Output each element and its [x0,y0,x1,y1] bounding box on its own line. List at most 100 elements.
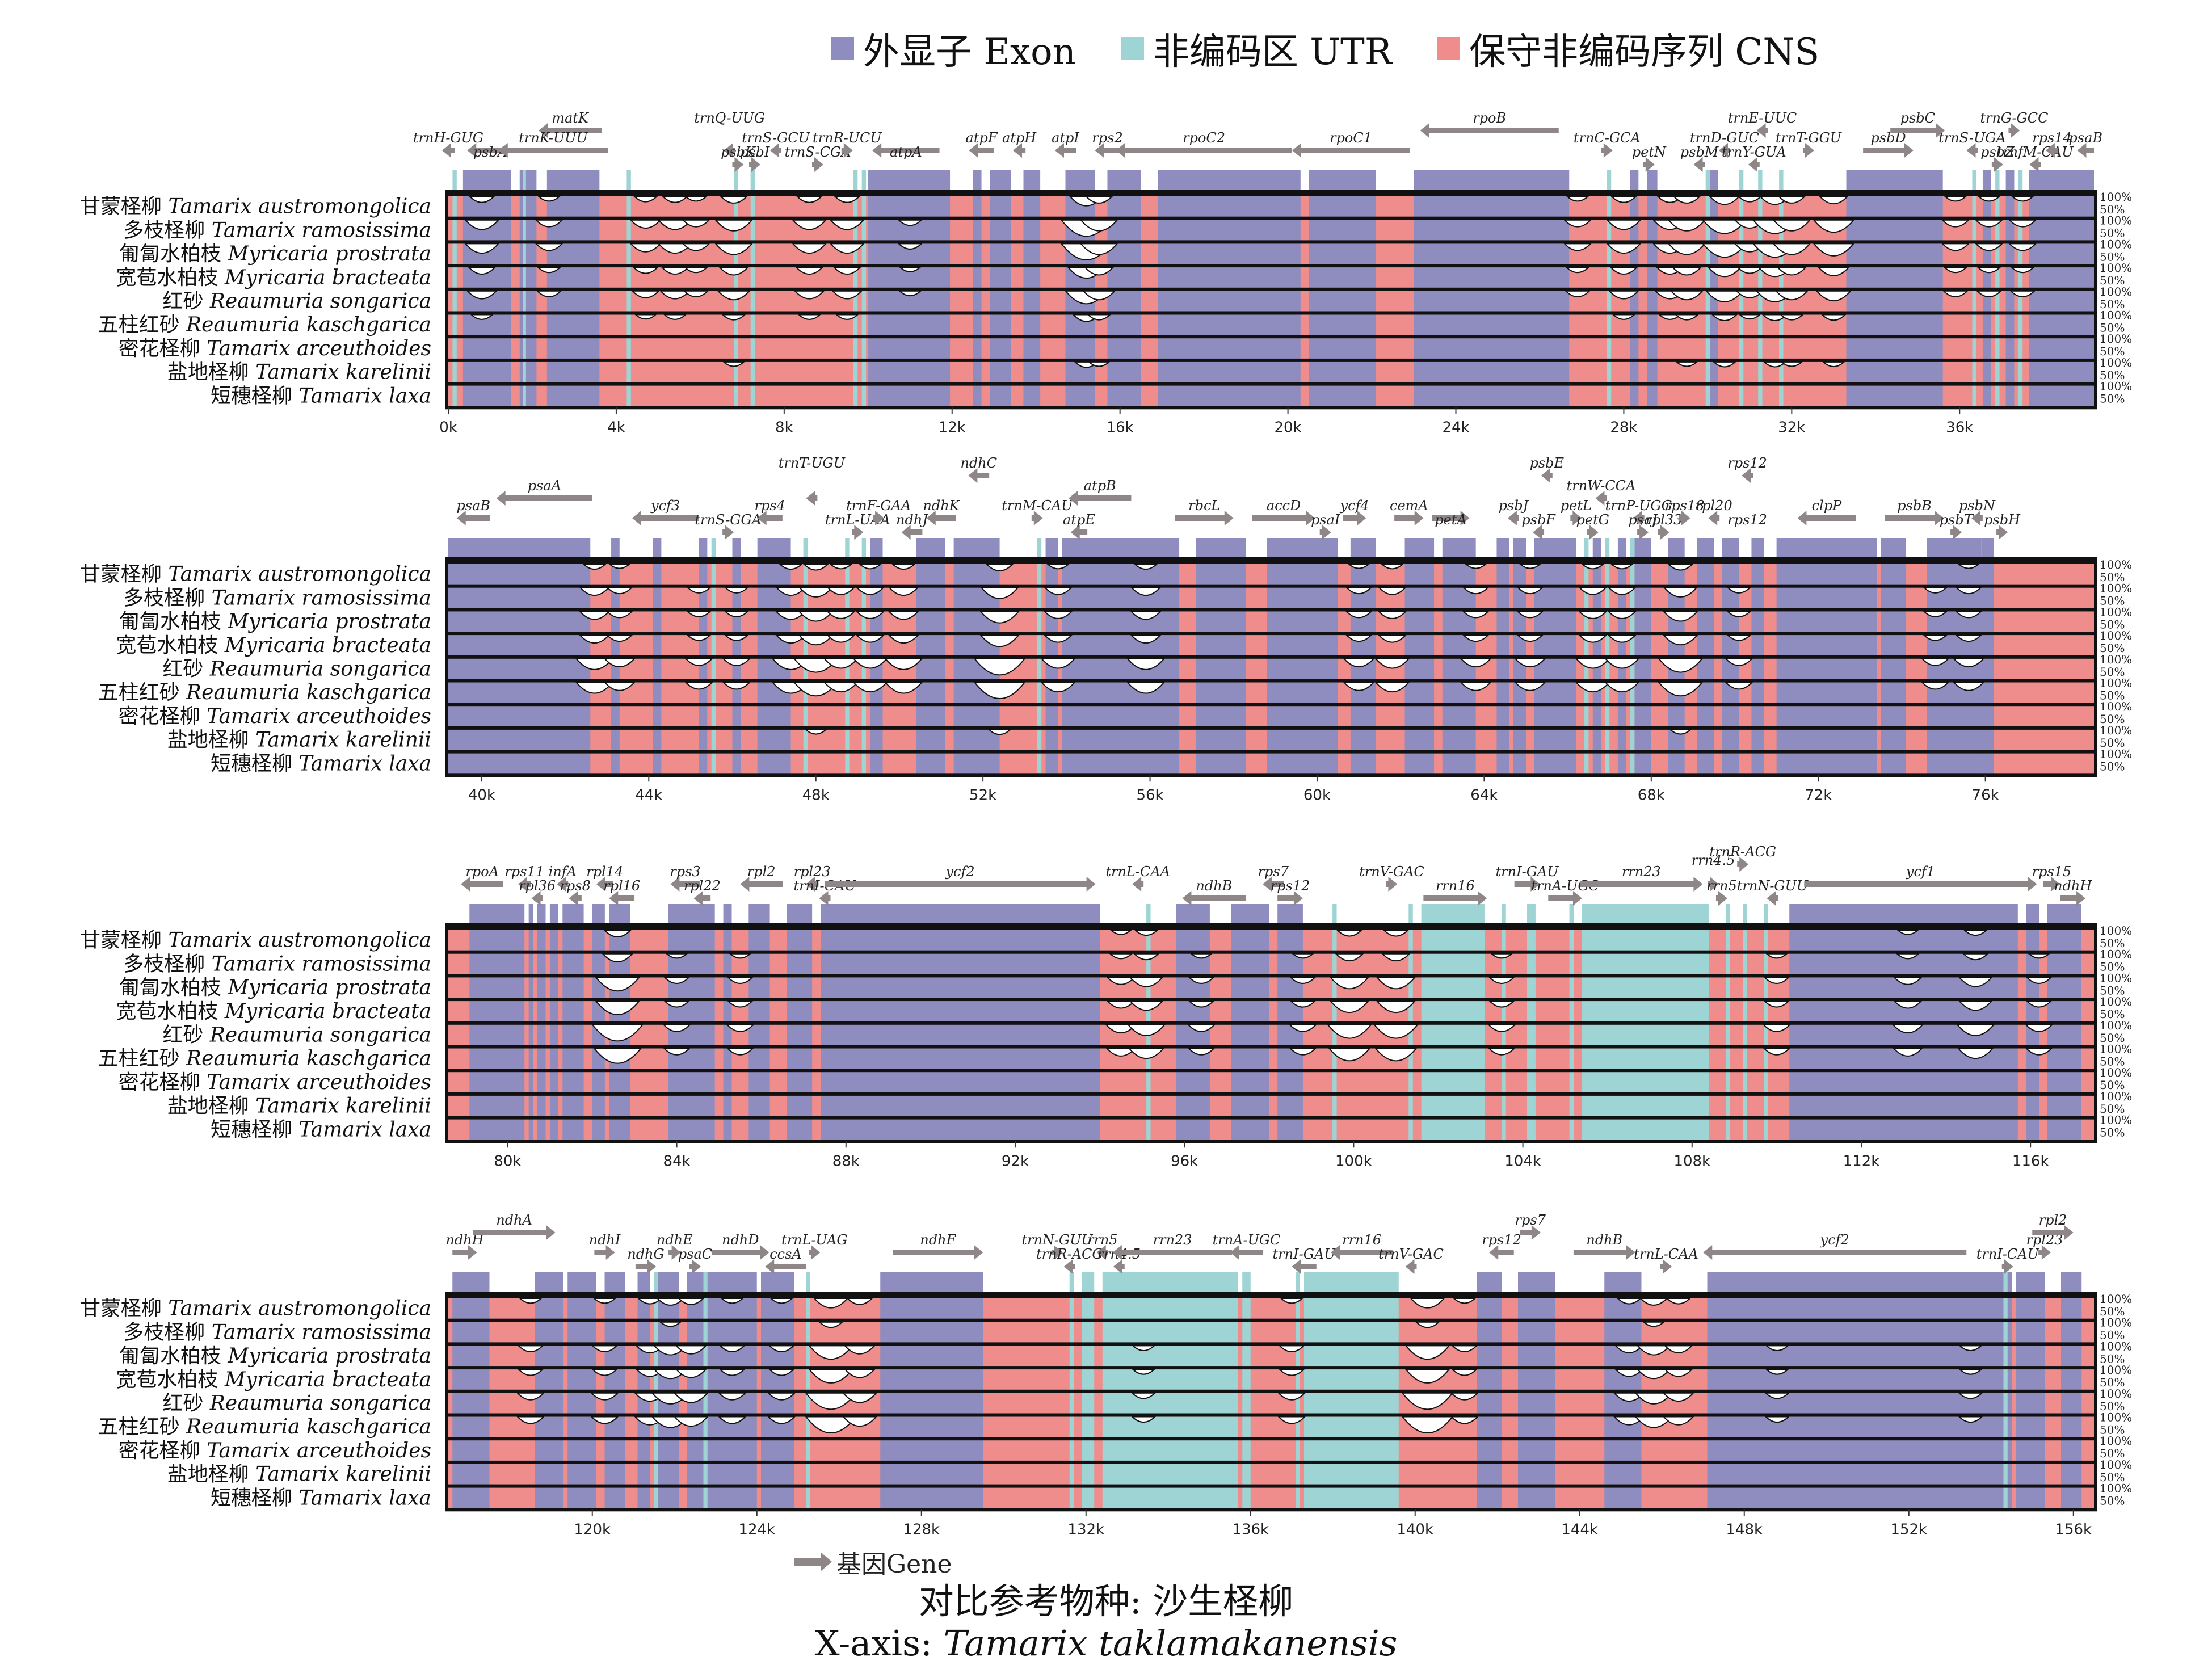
identity-dip [1580,564,1605,570]
identity-dip [831,290,863,300]
exon-header-tile [1518,1272,1555,1294]
gene-arrow [806,491,818,506]
identity-label-50: 50% [2100,1102,2125,1116]
exon-block [1697,561,1714,774]
identity-label-100: 100% [2100,356,2132,369]
gene-label: accD [1267,498,1301,514]
track-separator [448,927,2094,930]
identity-dip [1565,196,1590,202]
identity-dip [1044,587,1073,595]
gene-arrow [1966,143,1978,158]
exon-header-tile [1722,538,1739,560]
gene-arrow [969,143,994,158]
exon-header-tile [1350,538,1376,560]
utr-header-tile [1527,904,1536,926]
gene-arrow [1802,143,1814,158]
gene-arrow [1643,157,1655,172]
identity-dip [1462,611,1490,619]
identity-dip [662,1024,691,1032]
identity-dip [663,977,691,984]
identity-label-100: 100% [2100,971,2132,985]
exon-header-tile [452,1272,490,1294]
identity-dip [856,587,885,595]
identity-dip [2010,267,2036,274]
species-label-zh: 五柱红砂 [98,1047,186,1070]
identity-dip [726,1024,755,1032]
exon-block [549,927,558,1140]
identity-dip [1343,658,1375,667]
exon-header-tile [469,904,525,926]
species-label-latin: Myricaria bracteata [224,266,431,289]
gene-arrow [1863,143,1914,158]
identity-dip [1976,267,2001,274]
species-label-latin: Myricaria bracteata [224,1000,431,1023]
identity-dip [1487,1024,1516,1032]
species-label: 盐地柽柳 Tamarix karelinii [167,729,431,752]
caption-line1: 对比参考物种: 沙生柽柳 [918,1580,1294,1622]
identity-dip [888,611,920,620]
species-label: 红砂 Reaumuria songarica [162,1392,431,1415]
species-label-latin: Myricaria prostrata [227,610,431,633]
exon-block [1634,561,1651,774]
identity-dip [1130,1392,1157,1399]
identity-dip [1662,1416,1695,1426]
identity-dip [1762,1024,1792,1032]
axis-tick-label: 76k [1972,787,1999,804]
identity-dip [1662,634,1699,646]
exon-block [1023,193,1041,406]
identity-label-50: 50% [2100,226,2125,240]
exon-block [653,561,662,774]
identity-dip [1764,1416,1790,1423]
identity-label-100: 100% [2100,724,2132,737]
gene-arrow [461,877,503,892]
identity-dip [1974,219,2004,228]
identity-dip [843,1345,876,1355]
identity-dip [1563,219,1592,228]
identity-label-50: 50% [2100,392,2125,406]
gene-label: psbC [1900,110,1935,126]
species-label-zh: 密花柽柳 [119,1071,207,1094]
identity-label-50: 50% [2100,983,2125,997]
utr-header-tile [853,170,858,192]
exon-header-tile [973,170,982,192]
identity-dip [829,564,853,570]
utr-block [1242,1295,1251,1508]
exon-header-tile [609,904,630,926]
species-label: 五柱红砂 Reaumuria kaschgarica [98,313,431,337]
identity-dip [1129,977,1164,987]
gene-label: psbZ [1980,144,2015,160]
gene-arrow [1386,877,1398,892]
utr-header-tile [1726,904,1730,926]
identity-label-100: 100% [2100,995,2132,1008]
identity-dip [1896,930,1920,935]
identity-dip [1578,587,1608,595]
gene-arrow [1116,143,1292,158]
identity-dip [1377,611,1407,619]
legend-swatch-cns [1437,37,1461,60]
gene-arrow [1405,1259,1417,1274]
gene-arrow [1432,511,1470,525]
exon-block [761,1295,794,1508]
identity-dip [1374,1048,1418,1062]
gene-label: atpA [890,144,922,160]
gene-arrow [1971,511,1983,525]
track-separator [448,1389,2094,1393]
gene-arrow [473,1225,556,1240]
identity-dip [1187,1024,1216,1032]
gene-arrow [2008,123,2020,138]
gene-arrow [812,157,824,172]
gene-arrow [1507,511,1519,525]
identity-dip [632,267,659,274]
utr-block [2018,193,2023,406]
exon-header-tile [1496,538,1509,560]
identity-dip [1329,1000,1370,1014]
gene-label: psbN [1959,498,1996,514]
gene-arrow [809,1245,821,1260]
identity-label-100: 100% [2100,1482,2132,1495]
species-label-zh: 匍匐水柏枝 [119,976,228,999]
gene-label: atpF [966,130,998,146]
species-label-zh: 密花柽柳 [119,705,207,728]
species-label-latin: Reaumuria songarica [209,1024,431,1047]
species-label-latin: Tamarix laxa [299,1486,432,1510]
identity-label-50: 50% [2100,1447,2125,1460]
